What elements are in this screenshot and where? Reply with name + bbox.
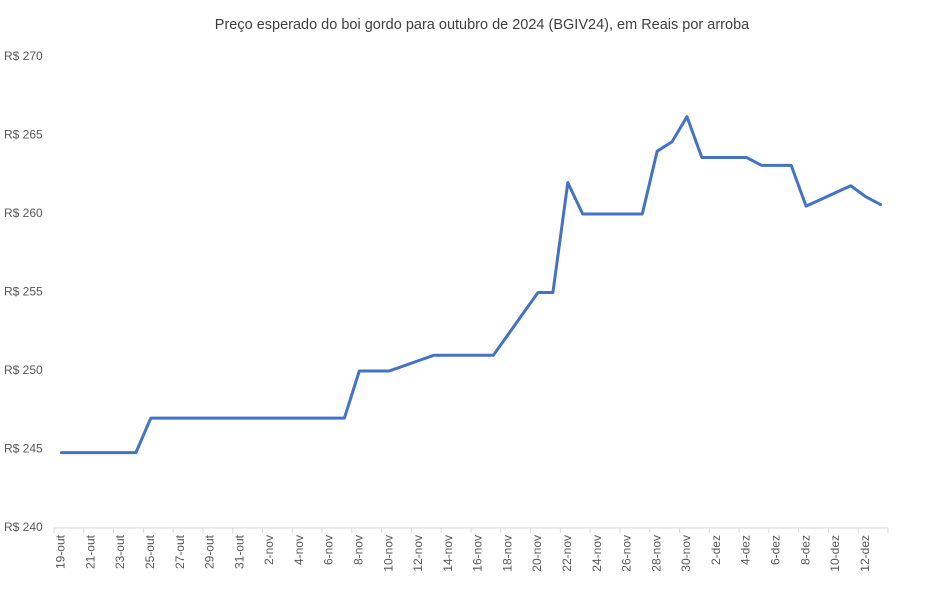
x-tick-label: 22-nov — [560, 535, 574, 572]
y-tick-label: R$ 260 — [4, 206, 43, 220]
x-tick-label: 4-nov — [292, 535, 306, 565]
x-tick-label: 27-out — [173, 534, 187, 569]
y-tick-label: R$ 255 — [4, 285, 43, 299]
x-tick-label: 29-out — [203, 534, 217, 569]
y-tick-label: R$ 270 — [4, 49, 43, 63]
series-line — [59, 115, 883, 455]
x-tick-label: 31-out — [232, 534, 246, 569]
x-tick-label: 16-nov — [471, 535, 485, 572]
x-tick-label: 4-dez — [739, 535, 753, 565]
x-tick-label: 19-out — [54, 534, 68, 569]
x-tick-label: 10-nov — [381, 535, 395, 572]
x-tick-label: 30-nov — [679, 535, 693, 572]
x-tick-label: 23-out — [113, 534, 127, 569]
x-tick-label: 2-nov — [262, 535, 276, 565]
x-tick-label: 6-nov — [322, 535, 336, 565]
x-tick-label: 24-nov — [590, 535, 604, 572]
x-tick-label: 10-dez — [828, 535, 842, 572]
x-tick-label: 8-nov — [351, 535, 365, 565]
chart-title: Preço esperado do boi gordo para outubro… — [215, 17, 750, 33]
y-tick-label: R$ 245 — [4, 442, 43, 456]
x-tick-label: 8-dez — [798, 535, 812, 565]
y-tick-label: R$ 240 — [4, 520, 43, 534]
y-tick-label: R$ 265 — [4, 128, 43, 142]
x-tick-label: 21-out — [83, 534, 97, 569]
x-tick-label: 28-nov — [649, 535, 663, 572]
y-tick-label: R$ 250 — [4, 363, 43, 377]
x-tick-label: 12-nov — [411, 535, 425, 572]
x-tick-label: 14-nov — [441, 535, 455, 572]
x-tick-label: 18-nov — [500, 535, 514, 572]
x-tick-label: 26-nov — [620, 535, 634, 572]
x-tick-label: 6-dez — [768, 535, 782, 565]
x-tick-label: 20-nov — [530, 535, 544, 572]
x-tick-label: 2-dez — [709, 535, 723, 565]
x-tick-label: 25-out — [143, 534, 157, 569]
x-tick-label: 12-dez — [858, 535, 872, 572]
